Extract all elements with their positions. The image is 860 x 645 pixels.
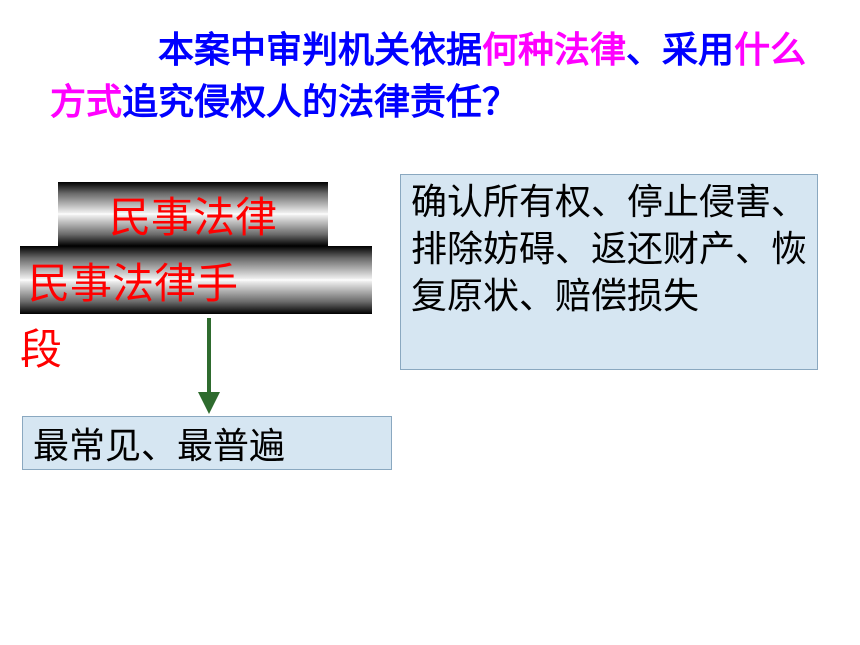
bottom-info-box: 最常见、最普遍 bbox=[22, 416, 392, 470]
bar2-overflow-char: 段 bbox=[20, 316, 62, 377]
question-highlight1: 何种法律 bbox=[482, 30, 626, 70]
question-part1c: 、采用 bbox=[626, 30, 734, 70]
question-part2b: 追究侵权人的法律责任？ bbox=[122, 82, 518, 122]
question-part1a: 本案中审判机关依据 bbox=[158, 30, 482, 70]
right-info-box: 确认所有权、停止侵害、排除妨碍、返还财产、恢复原状、赔偿损失 bbox=[400, 174, 818, 370]
gradient-bar-bottom: 民事法律手 bbox=[20, 246, 372, 314]
question-text: 本案中审判机关依据何种法律、采用什么方式追究侵权人的法律责任？ bbox=[50, 24, 810, 128]
bar2-label: 民事法律手 bbox=[28, 250, 238, 311]
down-arrow-icon bbox=[194, 318, 224, 418]
gradient-bar-top: 民事法律 bbox=[58, 182, 328, 246]
question-indent bbox=[50, 30, 158, 70]
bar1-label: 民事法律 bbox=[109, 184, 277, 245]
